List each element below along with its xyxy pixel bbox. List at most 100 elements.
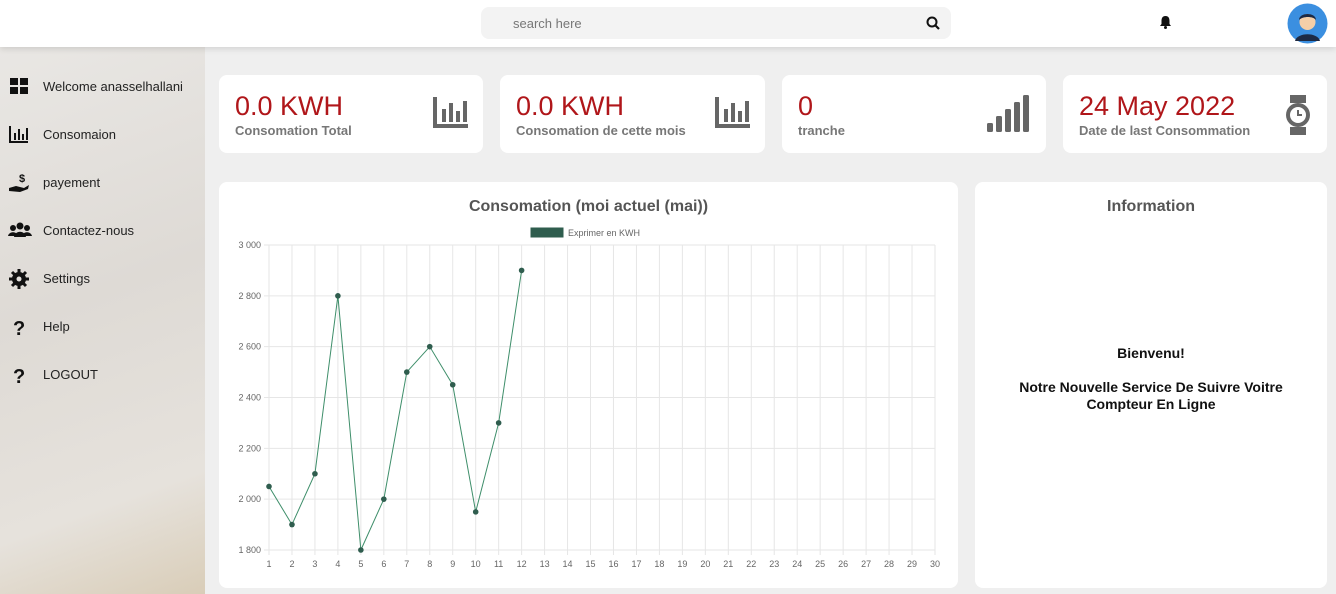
- stat-label: Consomation de cette mois: [516, 123, 686, 138]
- data-point: [426, 343, 433, 350]
- legend-label: Exprimer en KWH: [568, 228, 640, 238]
- x-tick-label: 22: [746, 559, 756, 569]
- stat-value: 24 May 2022: [1079, 91, 1236, 121]
- x-tick-label: 20: [700, 559, 710, 569]
- search-box[interactable]: search here: [481, 7, 951, 39]
- nav-icon: [9, 126, 28, 143]
- stat-label: tranche: [798, 123, 845, 138]
- bell-icon[interactable]: [1159, 15, 1172, 29]
- x-tick-label: 2: [289, 559, 294, 569]
- nav-item[interactable]: Consomaion: [0, 120, 205, 150]
- data-point: [518, 267, 525, 274]
- nav-item[interactable]: $ payement: [0, 168, 205, 198]
- y-tick-label: 3 000: [238, 240, 261, 250]
- avatar[interactable]: [1287, 3, 1328, 44]
- data-point: [266, 483, 272, 490]
- x-tick-label: 4: [335, 559, 340, 569]
- stat-card: 0 tranche: [782, 75, 1046, 153]
- x-tick-label: 23: [769, 559, 779, 569]
- data-point: [449, 381, 456, 388]
- x-tick-label: 14: [563, 559, 573, 569]
- y-tick-label: 2 000: [238, 494, 261, 504]
- svg-text:?: ?: [13, 318, 25, 338]
- nav-icon: [8, 222, 32, 237]
- nav-label: Settings: [43, 271, 90, 286]
- x-tick-label: 1: [266, 559, 271, 569]
- x-tick-label: 30: [930, 559, 940, 569]
- stat-card: 24 May 2022 Date de last Consommation: [1063, 75, 1327, 153]
- sidebar: Welcome anasselhallani Consomaion $ payemen…: [0, 47, 205, 594]
- svg-text:$: $: [19, 173, 25, 185]
- nav-item[interactable]: Contactez-nous: [0, 216, 205, 246]
- svg-text:?: ?: [13, 366, 25, 386]
- nav-icon: [10, 78, 28, 94]
- x-tick-label: 17: [631, 559, 641, 569]
- stat-card: 0.0 KWH Consomation de cette mois: [500, 75, 765, 153]
- stat-value: 0: [798, 91, 814, 121]
- nav-item[interactable]: Welcome anasselhallani: [0, 72, 205, 102]
- x-tick-label: 13: [540, 559, 550, 569]
- x-tick-label: 8: [427, 559, 432, 569]
- watch-icon: [1286, 95, 1310, 135]
- x-tick-label: 5: [358, 559, 363, 569]
- x-tick-label: 3: [312, 559, 317, 569]
- x-tick-label: 29: [907, 559, 917, 569]
- data-line: [268, 270, 523, 552]
- nav-icon: $: [9, 173, 29, 192]
- search-icon[interactable]: [926, 16, 940, 30]
- x-tick-label: 26: [838, 559, 848, 569]
- x-tick-label: 28: [884, 559, 894, 569]
- x-tick-label: 25: [815, 559, 825, 569]
- signal-icon: [987, 95, 1029, 132]
- nav-item[interactable]: ? Help: [0, 312, 205, 342]
- stat-label: Date de last Consommation: [1079, 123, 1251, 138]
- x-tick-label: 9: [450, 559, 455, 569]
- data-point: [289, 521, 295, 528]
- nav-label: Welcome anasselhallani: [43, 79, 183, 94]
- x-tick-label: 11: [494, 559, 503, 569]
- info-message: Notre Nouvelle Service De Suivre Voitre …: [1019, 379, 1283, 412]
- stat-value: 0.0 KWH: [516, 91, 625, 121]
- nav-icon: ?: [13, 318, 25, 338]
- x-tick-label: 10: [471, 559, 481, 569]
- stat-value: 0.0 KWH: [235, 91, 344, 121]
- x-tick-label: 24: [792, 559, 802, 569]
- data-point: [403, 369, 410, 375]
- y-tick-label: 2 200: [238, 443, 261, 453]
- x-tick-label: 19: [677, 559, 687, 569]
- data-point: [312, 470, 318, 477]
- x-tick-label: 15: [586, 559, 596, 569]
- chart-icon: [433, 97, 468, 128]
- chart-icon: [715, 97, 750, 128]
- x-tick-label: 16: [608, 559, 618, 569]
- info-title: Information: [1107, 198, 1195, 215]
- data-point: [495, 420, 502, 426]
- nav-label: Consomaion: [43, 127, 116, 142]
- chart-card: Consomation (moi actuel (mai)) 1 800 2 00…: [219, 182, 958, 588]
- info-greeting: Bienvenu!: [1117, 345, 1185, 361]
- x-tick-label: 6: [381, 559, 386, 569]
- nav-item[interactable]: ? LOGOUT: [0, 360, 205, 390]
- nav-icon: [9, 269, 29, 289]
- legend-swatch: [530, 227, 564, 238]
- stat-label: Consomation Total: [235, 123, 352, 138]
- data-point: [358, 547, 364, 553]
- y-tick-label: 1 800: [238, 545, 261, 555]
- nav-label: Help: [43, 319, 70, 334]
- nav-item[interactable]: Settings: [0, 264, 205, 294]
- nav-icon: ?: [13, 366, 25, 386]
- stat-card: 0.0 KWH Consomation Total: [219, 75, 483, 153]
- x-tick-label: 7: [404, 559, 409, 569]
- top-bar: search here: [0, 0, 1336, 47]
- x-tick-label: 12: [517, 559, 527, 569]
- chart-title: Consomation (moi actuel (mai)): [468, 198, 709, 215]
- y-tick-label: 2 600: [238, 342, 261, 352]
- info-card: Information Bienvenu! Notre Nouvelle Ser…: [975, 182, 1327, 588]
- data-point: [335, 293, 341, 299]
- nav-label: payement: [43, 175, 101, 190]
- nav-label: LOGOUT: [43, 367, 98, 382]
- x-tick-label: 27: [861, 559, 871, 569]
- y-tick-label: 2 800: [238, 291, 261, 301]
